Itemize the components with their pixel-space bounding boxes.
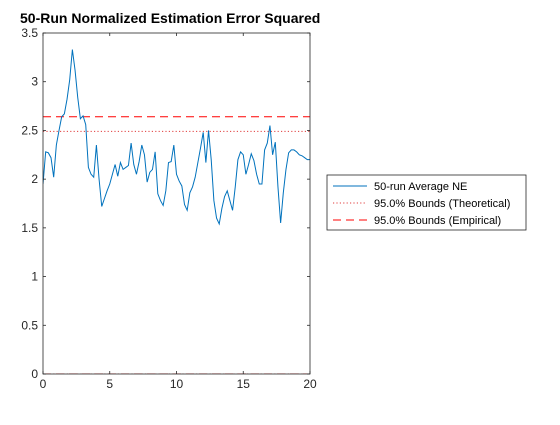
y-tick-label: 3.5 [21,26,38,40]
x-tick-label: 0 [40,377,47,391]
y-tick-label: 0 [31,367,38,381]
y-tick-label: 1 [31,270,38,284]
x-tick-label: 20 [303,377,317,391]
legend-label: 95.0% Bounds (Theoretical) [374,198,510,210]
x-tick-label: 10 [170,377,184,391]
legend: 50-run Average NE 95.0% Bounds (Theoretic… [326,174,527,231]
x-tick-label: 5 [106,377,113,391]
legend-box [326,174,527,231]
plot-area [43,33,310,374]
series-line-average-ne [43,49,310,226]
y-tick-label: 1.5 [21,221,38,235]
y-tick-label: 0.5 [21,318,38,332]
x-tick-label: 15 [237,377,251,391]
legend-label: 50-run Average NE [374,181,467,193]
legend-label: 95.0% Bounds (Empirical) [374,215,501,227]
chart-title: 50-Run Normalized Estimation Error Squar… [20,10,321,26]
y-tick-label: 3 [31,75,38,89]
y-tick-label: 2 [31,172,38,186]
y-tick-label: 2.5 [21,123,38,137]
series-group [43,49,310,374]
